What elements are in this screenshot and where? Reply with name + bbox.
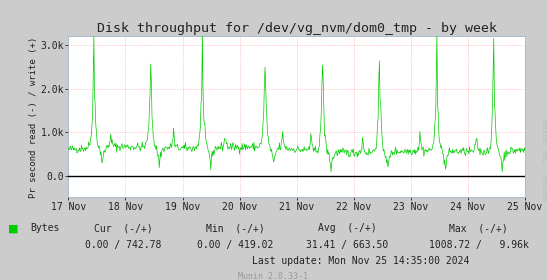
Text: Cur  (-/+): Cur (-/+) [94, 223, 153, 233]
Text: Max  (-/+): Max (-/+) [449, 223, 508, 233]
Text: RRDTOOL / TOBI OETIKER: RRDTOOL / TOBI OETIKER [543, 118, 547, 200]
Text: 31.41 / 663.50: 31.41 / 663.50 [306, 240, 388, 250]
Text: Munin 2.0.33-1: Munin 2.0.33-1 [238, 272, 309, 280]
Text: Bytes: Bytes [30, 223, 60, 233]
Text: Avg  (-/+): Avg (-/+) [318, 223, 377, 233]
Text: Min  (-/+): Min (-/+) [206, 223, 265, 233]
Text: ■: ■ [8, 223, 19, 233]
Text: 0.00 / 419.02: 0.00 / 419.02 [197, 240, 274, 250]
Y-axis label: Pr second read (-) / write (+): Pr second read (-) / write (+) [29, 36, 38, 197]
Text: Last update: Mon Nov 25 14:35:00 2024: Last update: Mon Nov 25 14:35:00 2024 [252, 256, 470, 266]
Title: Disk throughput for /dev/vg_nvm/dom0_tmp - by week: Disk throughput for /dev/vg_nvm/dom0_tmp… [97, 22, 497, 35]
Text: 0.00 / 742.78: 0.00 / 742.78 [85, 240, 161, 250]
Text: 1008.72 /   9.96k: 1008.72 / 9.96k [429, 240, 528, 250]
